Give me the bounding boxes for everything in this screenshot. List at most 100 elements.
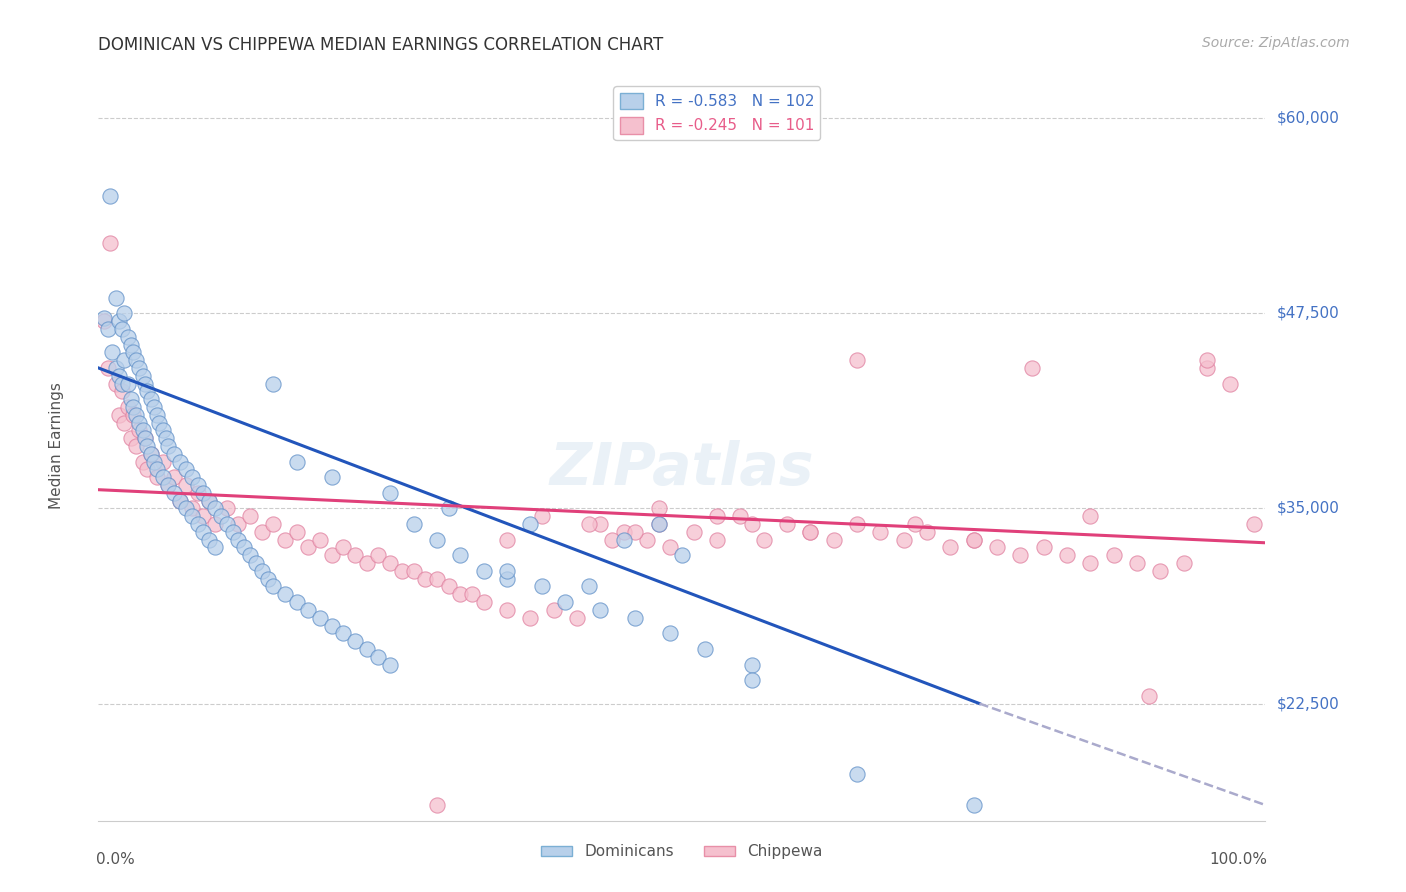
Point bbox=[367, 649, 389, 664]
Point bbox=[1032, 541, 1054, 555]
Point bbox=[193, 486, 215, 500]
Point bbox=[776, 517, 799, 532]
Point bbox=[215, 517, 238, 532]
Point bbox=[1056, 548, 1078, 563]
Point bbox=[104, 361, 127, 376]
Point bbox=[111, 384, 134, 399]
Point bbox=[846, 517, 869, 532]
Point bbox=[157, 439, 180, 453]
Point bbox=[496, 603, 519, 617]
Point bbox=[157, 478, 180, 492]
Point bbox=[198, 533, 221, 547]
Point bbox=[97, 322, 120, 336]
Point bbox=[321, 548, 343, 563]
Point bbox=[543, 603, 565, 617]
Point bbox=[136, 439, 159, 453]
Point bbox=[730, 509, 752, 524]
Point bbox=[117, 400, 139, 414]
Point bbox=[125, 353, 148, 368]
Point bbox=[565, 611, 588, 625]
Point bbox=[97, 361, 120, 376]
Point bbox=[122, 408, 145, 422]
Point bbox=[356, 642, 378, 657]
Point bbox=[659, 626, 682, 640]
Point bbox=[1195, 361, 1218, 376]
Point bbox=[152, 424, 174, 438]
Point bbox=[426, 572, 449, 586]
Point bbox=[146, 470, 169, 484]
Point bbox=[380, 657, 402, 672]
Point bbox=[741, 673, 763, 688]
Point bbox=[402, 517, 425, 532]
Point bbox=[939, 541, 962, 555]
Point bbox=[613, 533, 636, 547]
Point bbox=[98, 189, 121, 203]
Point bbox=[402, 564, 425, 578]
Point bbox=[163, 470, 186, 484]
Point bbox=[578, 517, 600, 532]
Point bbox=[472, 564, 495, 578]
Point bbox=[321, 618, 343, 632]
Point bbox=[530, 509, 553, 524]
Point bbox=[356, 556, 378, 570]
Point bbox=[239, 509, 262, 524]
Text: 100.0%: 100.0% bbox=[1209, 852, 1268, 867]
Point bbox=[146, 462, 169, 476]
Point bbox=[962, 533, 984, 547]
Point bbox=[104, 376, 127, 391]
Point bbox=[256, 572, 278, 586]
Point bbox=[262, 580, 284, 594]
Point bbox=[108, 368, 131, 383]
Point bbox=[285, 524, 308, 539]
Point bbox=[846, 767, 869, 781]
Point bbox=[180, 501, 202, 516]
Point bbox=[111, 376, 134, 391]
Point bbox=[193, 524, 215, 539]
Point bbox=[132, 368, 155, 383]
Point bbox=[134, 431, 156, 445]
Point bbox=[143, 400, 166, 414]
Point bbox=[391, 564, 413, 578]
Point bbox=[344, 548, 367, 563]
Point bbox=[139, 447, 162, 461]
Point bbox=[285, 595, 308, 609]
Point bbox=[250, 564, 273, 578]
Point bbox=[274, 587, 297, 601]
Point bbox=[1080, 509, 1102, 524]
Text: Source: ZipAtlas.com: Source: ZipAtlas.com bbox=[1202, 36, 1350, 50]
Point bbox=[309, 533, 332, 547]
Point bbox=[962, 798, 984, 813]
Point bbox=[752, 533, 775, 547]
Point bbox=[122, 345, 145, 359]
Point bbox=[180, 470, 202, 484]
Point bbox=[198, 493, 221, 508]
Point bbox=[228, 517, 250, 532]
Point bbox=[671, 548, 693, 563]
Point bbox=[741, 657, 763, 672]
Point bbox=[180, 509, 202, 524]
Point bbox=[204, 501, 226, 516]
Point bbox=[496, 572, 519, 586]
Point bbox=[204, 541, 226, 555]
Point bbox=[174, 501, 197, 516]
Text: DOMINICAN VS CHIPPEWA MEDIAN EARNINGS CORRELATION CHART: DOMINICAN VS CHIPPEWA MEDIAN EARNINGS CO… bbox=[98, 36, 664, 54]
Point bbox=[799, 524, 821, 539]
Point bbox=[125, 408, 148, 422]
Point bbox=[589, 517, 612, 532]
Point bbox=[1080, 556, 1102, 570]
Point bbox=[1149, 564, 1171, 578]
Point bbox=[1102, 548, 1125, 563]
Point bbox=[134, 376, 156, 391]
Text: $22,500: $22,500 bbox=[1277, 696, 1340, 711]
Point bbox=[426, 533, 449, 547]
Point bbox=[706, 533, 728, 547]
Point bbox=[187, 478, 209, 492]
Point bbox=[285, 455, 308, 469]
Point bbox=[128, 361, 150, 376]
Point bbox=[613, 524, 636, 539]
Point bbox=[869, 524, 891, 539]
Point bbox=[134, 431, 156, 445]
Point bbox=[111, 322, 134, 336]
Legend: Dominicans, Chippewa: Dominicans, Chippewa bbox=[536, 838, 828, 865]
Point bbox=[112, 306, 135, 320]
